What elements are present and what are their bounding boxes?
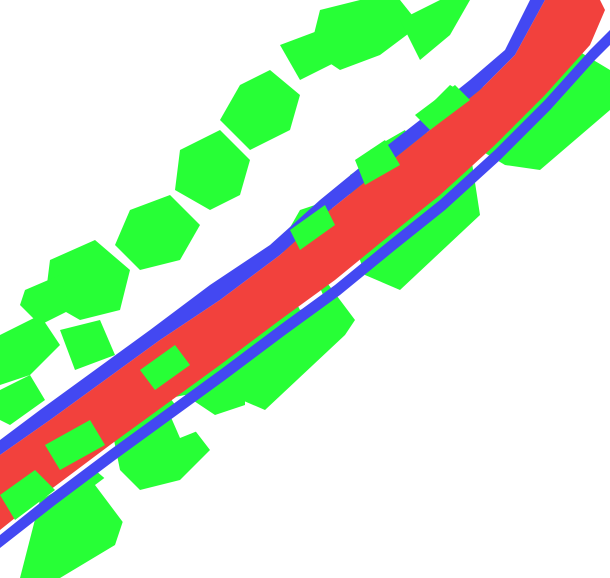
vegetation-area-north: [0, 0, 470, 425]
vegetation-overlap: [0, 85, 470, 520]
road-edge-north: [0, 0, 545, 455]
road-edge-south: [0, 30, 610, 548]
road-surface: [0, 0, 605, 530]
